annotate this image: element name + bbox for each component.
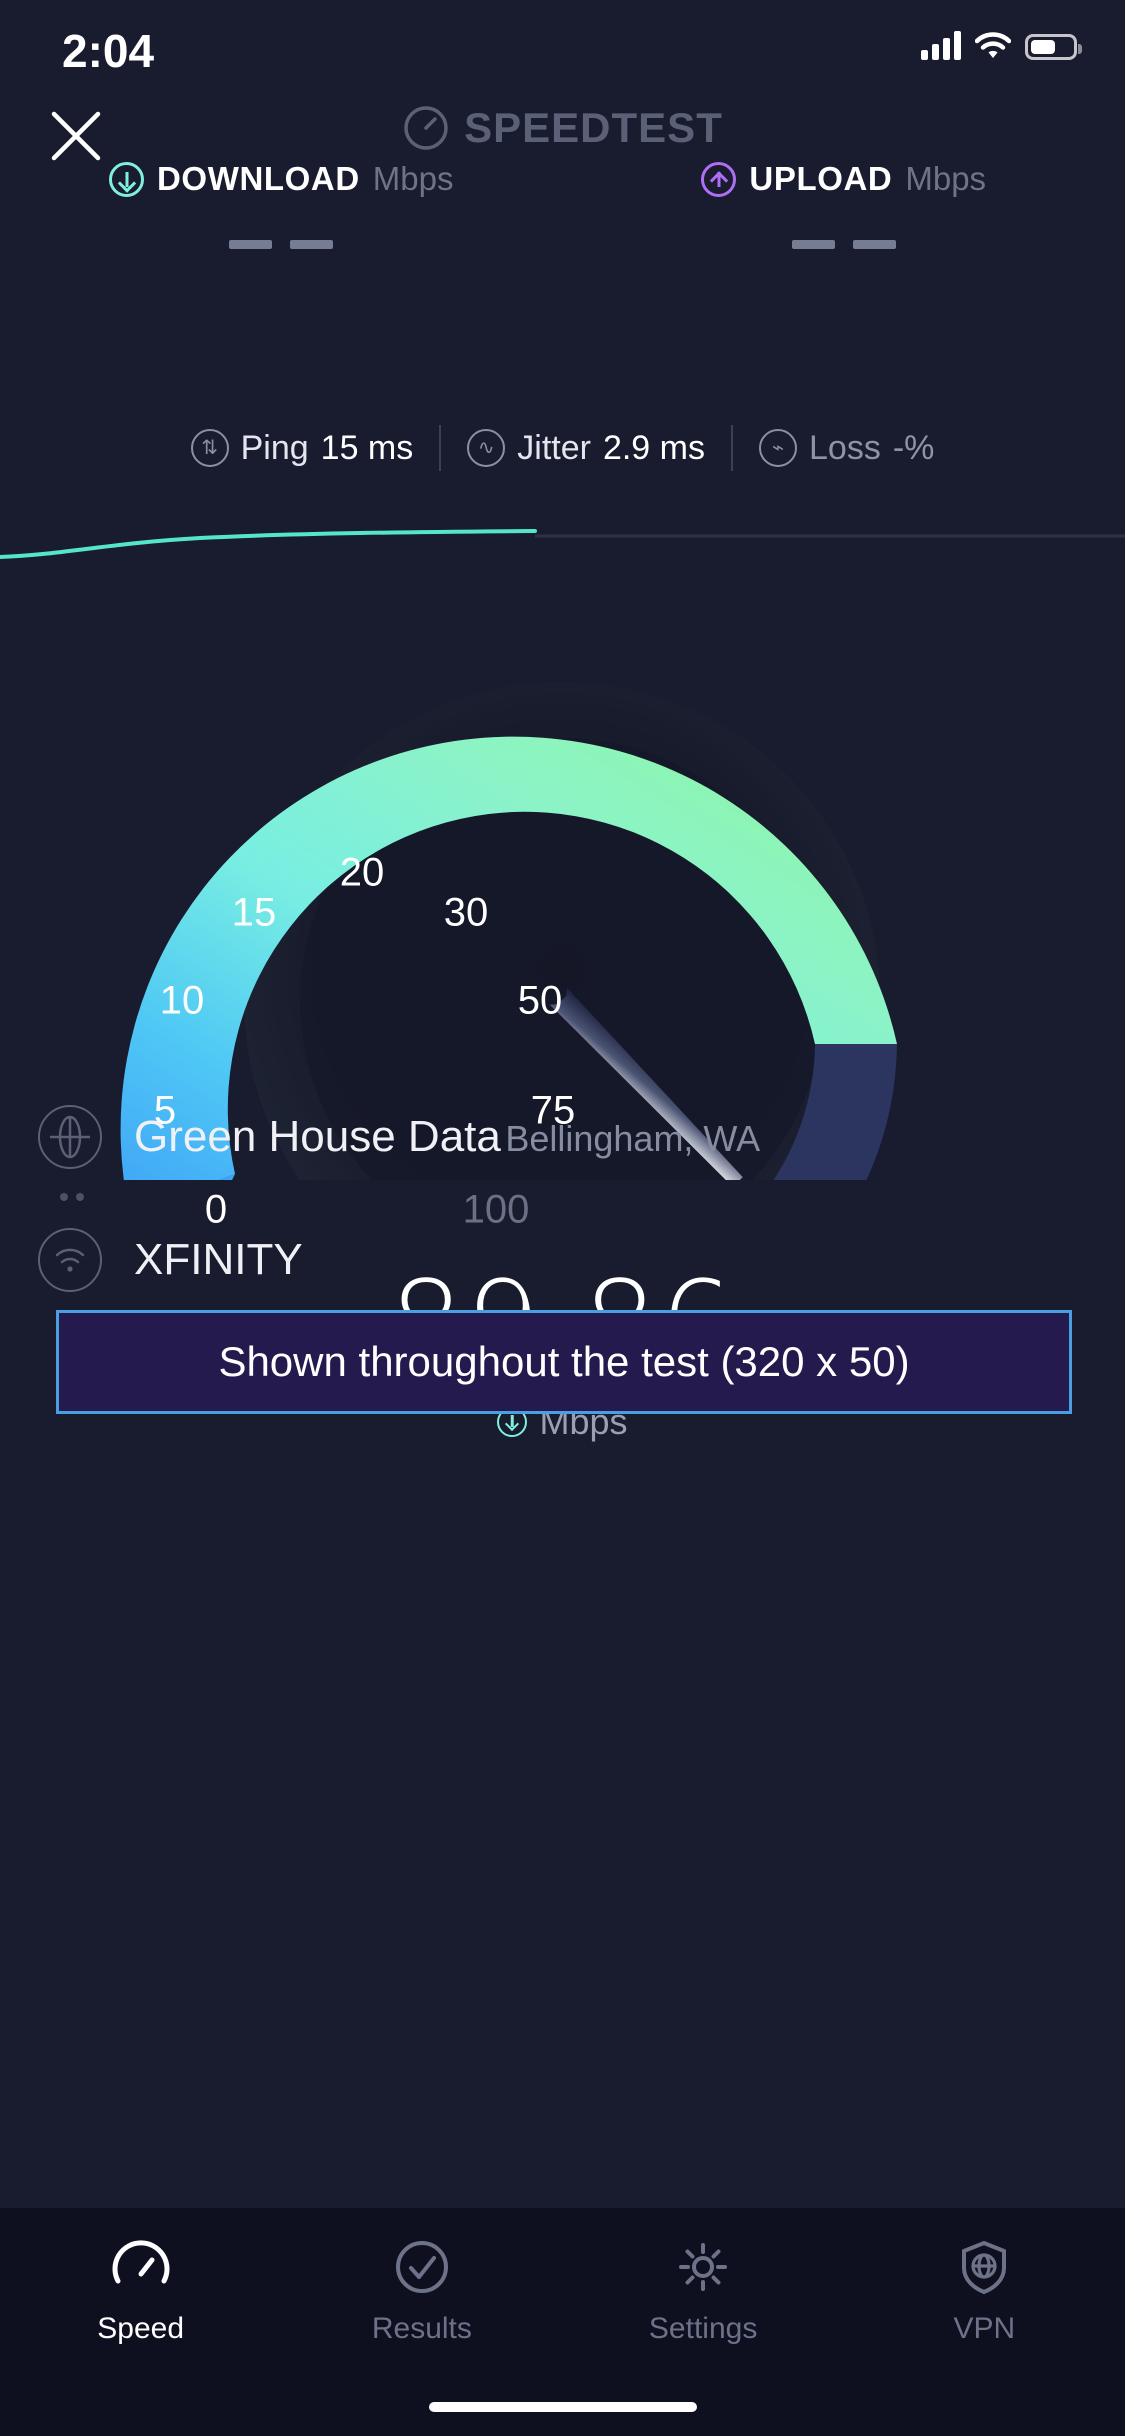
gauge-tick-10: 10	[159, 978, 205, 1023]
gauge-tick-20: 20	[339, 850, 385, 895]
status-icons	[921, 30, 1082, 60]
status-bar: 2:04	[0, 0, 1125, 100]
download-value-placeholder	[229, 240, 334, 249]
gauge-tick-30: 30	[443, 890, 489, 935]
speedometer-icon	[404, 106, 448, 150]
home-indicator[interactable]	[428, 2402, 697, 2412]
gauge-tick-5: 5	[153, 1088, 177, 1133]
isp-name: XFINITY	[134, 1234, 303, 1284]
brand-text: SPEEDTEST	[464, 104, 723, 151]
dash-mark	[791, 240, 835, 249]
bottom-tab-bar: Speed Results Settings	[0, 2208, 1125, 2436]
app-brand: SPEEDTEST	[0, 104, 1125, 152]
ping-label: Ping	[240, 428, 309, 467]
dash-mark	[852, 240, 896, 249]
check-circle-icon	[395, 2241, 448, 2293]
ad-banner-text: Shown throughout the test (320 x 50)	[218, 1338, 910, 1385]
jitter-label: Jitter	[517, 428, 591, 467]
wifi-circle-icon	[38, 1228, 102, 1292]
gauge-tick-50: 50	[517, 978, 563, 1023]
upload-arrow-icon	[701, 161, 737, 197]
upload-value-placeholder	[791, 240, 896, 249]
upload-label: UPLOAD	[749, 160, 893, 197]
vpn-shield-icon	[962, 2240, 1007, 2295]
tab-label: Results	[371, 2312, 472, 2345]
ping-metric: ⇅ Ping 15 ms	[165, 429, 440, 468]
loss-icon: ⌁	[759, 429, 797, 467]
download-arrow-icon	[109, 161, 144, 197]
close-icon	[51, 111, 101, 161]
battery-icon	[1025, 34, 1082, 60]
speedometer-icon	[112, 2240, 170, 2284]
server-location: Bellingham, WA	[505, 1117, 761, 1159]
status-time: 2:04	[62, 25, 155, 77]
divider	[439, 425, 442, 471]
jitter-metric: ∿ Jitter 2.9 ms	[441, 429, 731, 468]
download-summary: DOWNLOAD Mbps	[0, 160, 563, 249]
ping-value: 15 ms	[320, 428, 414, 467]
download-unit: Mbps	[372, 160, 454, 197]
tab-results[interactable]: Results	[281, 2236, 562, 2346]
upload-unit: Mbps	[905, 160, 987, 197]
close-button[interactable]	[38, 98, 114, 174]
isp-row[interactable]: XFINITY	[38, 1228, 303, 1292]
connection-quality-row: ⇅ Ping 15 ms ∿ Jitter 2.9 ms ⌁ Loss -%	[0, 425, 1125, 471]
upload-summary: UPLOAD Mbps	[563, 160, 1125, 249]
ping-icon: ⇅	[190, 429, 229, 467]
gauge-tick-75: 75	[530, 1088, 576, 1133]
tab-settings[interactable]: Settings	[563, 2236, 844, 2346]
tab-label: VPN	[953, 2312, 1016, 2345]
cellular-bars-icon	[921, 30, 961, 60]
server-loading-dots	[60, 1193, 84, 1201]
tab-label: Speed	[97, 2312, 184, 2345]
test-progress-graph	[0, 505, 1125, 565]
jitter-icon: ∿	[467, 429, 506, 467]
tab-speed[interactable]: Speed	[0, 2236, 281, 2346]
download-label: DOWNLOAD	[157, 160, 360, 197]
server-row[interactable]: Green House Data Bellingham, WA	[38, 1105, 760, 1169]
gauge-tick-0: 0	[204, 1187, 228, 1232]
ad-banner[interactable]: Shown throughout the test (320 x 50)	[56, 1310, 1072, 1414]
gear-icon	[679, 2243, 728, 2291]
wifi-icon	[974, 32, 1012, 60]
tab-vpn[interactable]: VPN	[844, 2236, 1125, 2346]
loss-value: -%	[892, 428, 935, 467]
speed-gauge: 20 15 30 10 50 5 75 0 100	[0, 560, 1125, 1232]
gauge-tick-100: 100	[462, 1187, 530, 1232]
speed-summary: DOWNLOAD Mbps UPLOAD Mbps	[0, 160, 1125, 249]
dash-mark	[229, 240, 273, 249]
tab-label: Settings	[648, 2312, 758, 2345]
loss-metric: ⌁ Loss -%	[733, 429, 960, 468]
gauge-tick-15: 15	[231, 890, 277, 935]
globe-icon	[38, 1105, 102, 1169]
jitter-value: 2.9 ms	[602, 428, 705, 467]
dash-mark	[290, 240, 334, 249]
divider	[731, 425, 733, 471]
loss-label: Loss	[809, 428, 881, 467]
server-name: Green House Data	[134, 1111, 501, 1161]
